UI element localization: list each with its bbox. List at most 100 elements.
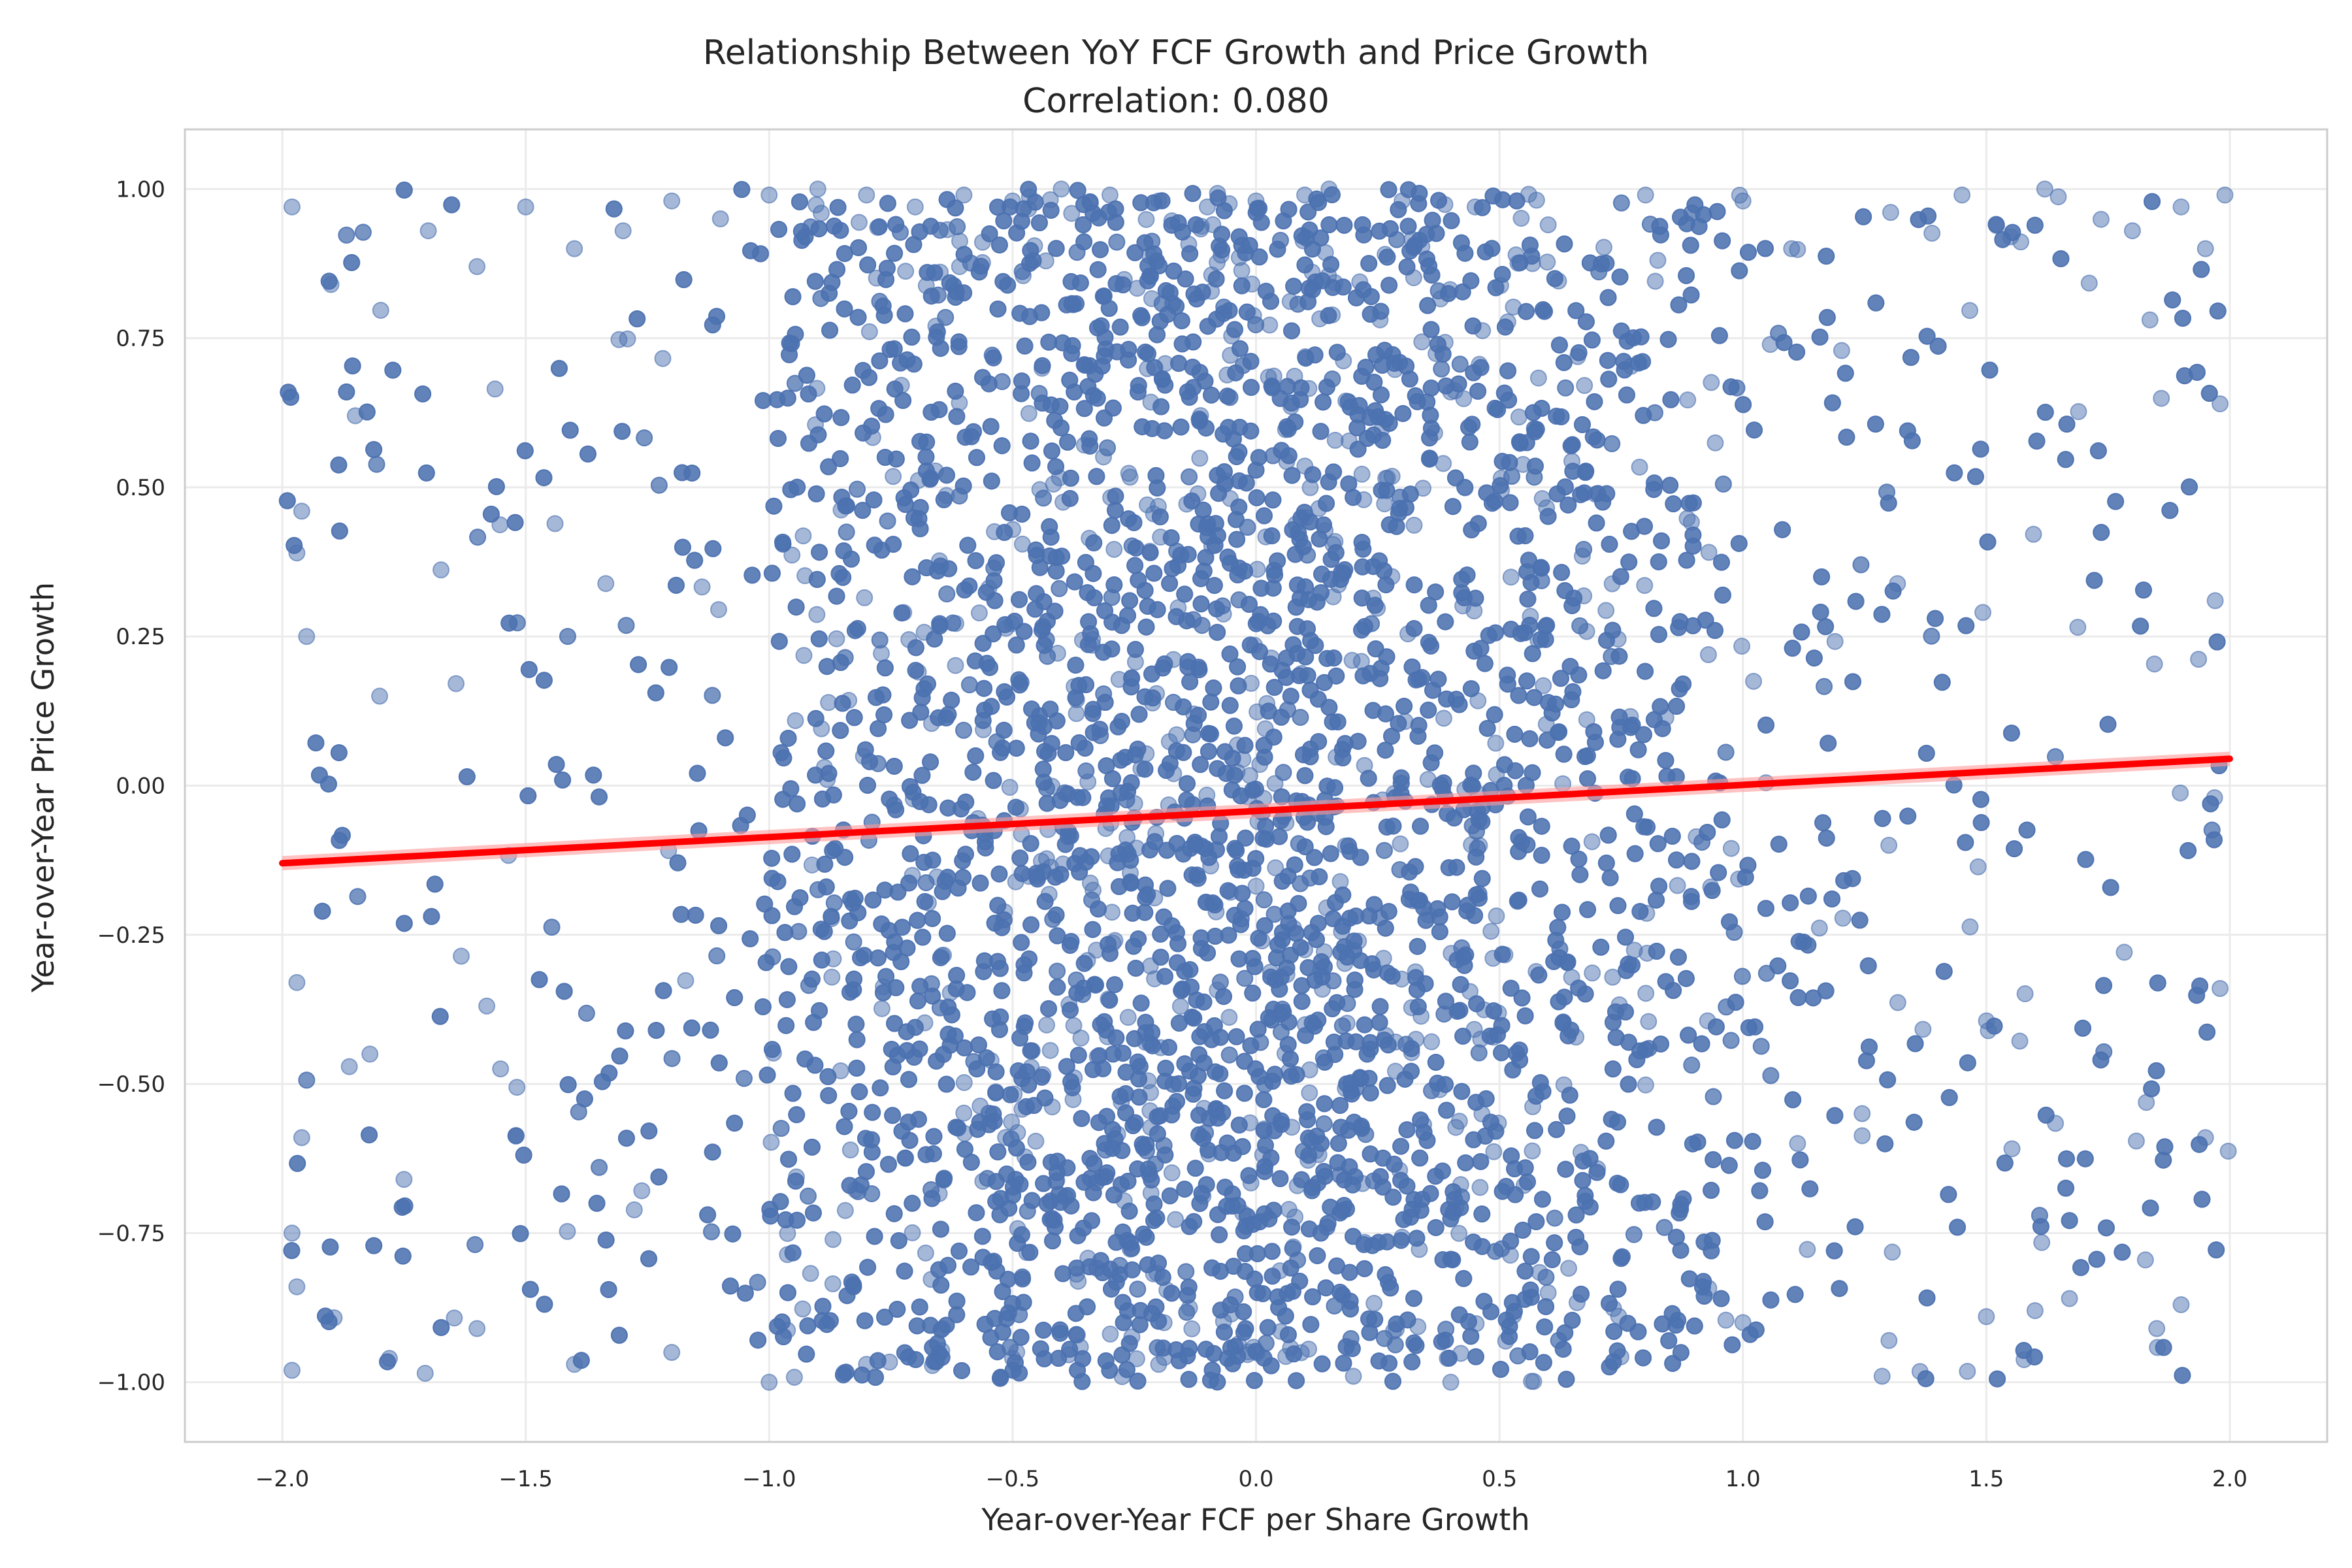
data-point: [1068, 705, 1085, 723]
data-point: [283, 1362, 301, 1379]
data-point: [1539, 1284, 1557, 1301]
data-point: [970, 604, 988, 622]
data-point: [828, 630, 845, 647]
data-point: [1482, 923, 1500, 940]
data-point: [1959, 1363, 1976, 1380]
data-point: [2080, 274, 2098, 292]
data-point: [2212, 979, 2229, 997]
data-point: [1405, 516, 1423, 534]
data-point: [2127, 1132, 2145, 1150]
data-point: [2123, 222, 2141, 240]
data-point: [1527, 191, 1545, 209]
data-point: [2069, 619, 2087, 636]
data-point: [1533, 490, 1551, 508]
data-point: [1637, 985, 1655, 1002]
data-point: [2172, 198, 2190, 216]
data-point: [2092, 210, 2110, 228]
data-point: [1365, 1294, 1383, 1312]
data-point: [1512, 210, 1530, 227]
data-point: [1637, 186, 1654, 204]
data-point: [1584, 964, 1601, 982]
data-point: [508, 1079, 526, 1096]
data-point: [1953, 186, 1971, 204]
data-point: [787, 711, 804, 729]
data-point: [1733, 638, 1751, 655]
data-point: [1789, 240, 1806, 258]
data-point: [1722, 840, 1740, 857]
data-point: [1301, 1084, 1318, 1102]
data-point: [873, 1000, 890, 1017]
data-point: [566, 240, 583, 257]
data-point: [693, 578, 711, 596]
data-point: [1974, 604, 1992, 621]
data-point: [917, 1244, 934, 1262]
data-point: [1137, 210, 1155, 228]
data-point: [288, 973, 306, 991]
data-point: [283, 198, 301, 216]
data-point: [858, 186, 875, 204]
data-point: [1280, 1201, 1298, 1218]
data-point: [1072, 1029, 1090, 1047]
data-point: [1167, 1211, 1184, 1228]
data-point: [395, 1171, 413, 1188]
data-point: [663, 1344, 681, 1362]
data-point: [372, 301, 389, 319]
data-point: [1810, 919, 1828, 937]
data-point: [1423, 1033, 1441, 1051]
data-point: [1637, 1076, 1654, 1094]
data-point: [446, 1309, 463, 1327]
data-point: [841, 1141, 859, 1159]
data-point: [1065, 1017, 1083, 1034]
data-point: [1191, 449, 1209, 467]
data-point: [1969, 858, 1987, 875]
data-point: [850, 214, 868, 231]
data-point: [955, 186, 973, 204]
data-point: [1873, 1367, 1891, 1385]
data-point: [795, 647, 813, 664]
data-point: [1669, 877, 1686, 894]
data-point: [1833, 342, 1850, 359]
data-point: [1353, 465, 1371, 483]
data-point: [794, 527, 812, 545]
data-point: [1745, 672, 1763, 690]
data-point: [1183, 1320, 1201, 1337]
data-point: [2003, 1140, 2021, 1158]
data-point: [1640, 1013, 1658, 1030]
data-point: [762, 1134, 780, 1151]
data-point: [1703, 374, 1720, 391]
data-point: [2146, 655, 2163, 673]
data-point: [1707, 434, 1724, 451]
data-point: [2061, 1290, 2078, 1307]
data-point: [1063, 204, 1081, 222]
data-point: [802, 1265, 819, 1282]
data-point: [1392, 835, 1409, 853]
data-point: [785, 1369, 803, 1386]
data-point: [614, 222, 632, 240]
data-point: [453, 947, 470, 965]
data-point: [2050, 188, 2067, 206]
data-point: [2172, 784, 2189, 802]
data-point: [298, 628, 316, 645]
data-point: [619, 330, 636, 348]
data-point: [492, 1060, 510, 1078]
data-point: [823, 968, 841, 986]
data-point: [947, 657, 964, 674]
data-point: [546, 515, 564, 532]
data-point: [1027, 1132, 1045, 1150]
data-point: [293, 1129, 310, 1147]
data-point: [710, 601, 727, 619]
data-point: [783, 546, 801, 564]
data-point: [2216, 186, 2234, 204]
data-point: [1103, 904, 1121, 921]
data-point: [2070, 403, 2087, 421]
data-point: [860, 323, 878, 340]
data-point: [2033, 1233, 2051, 1251]
data-point: [1413, 333, 1431, 351]
data-point: [1700, 544, 1718, 561]
data-point: [1450, 1113, 1468, 1130]
data-point: [1961, 918, 1979, 936]
data-point: [808, 606, 826, 623]
data-point: [416, 1364, 434, 1382]
data-point: [2206, 592, 2224, 610]
